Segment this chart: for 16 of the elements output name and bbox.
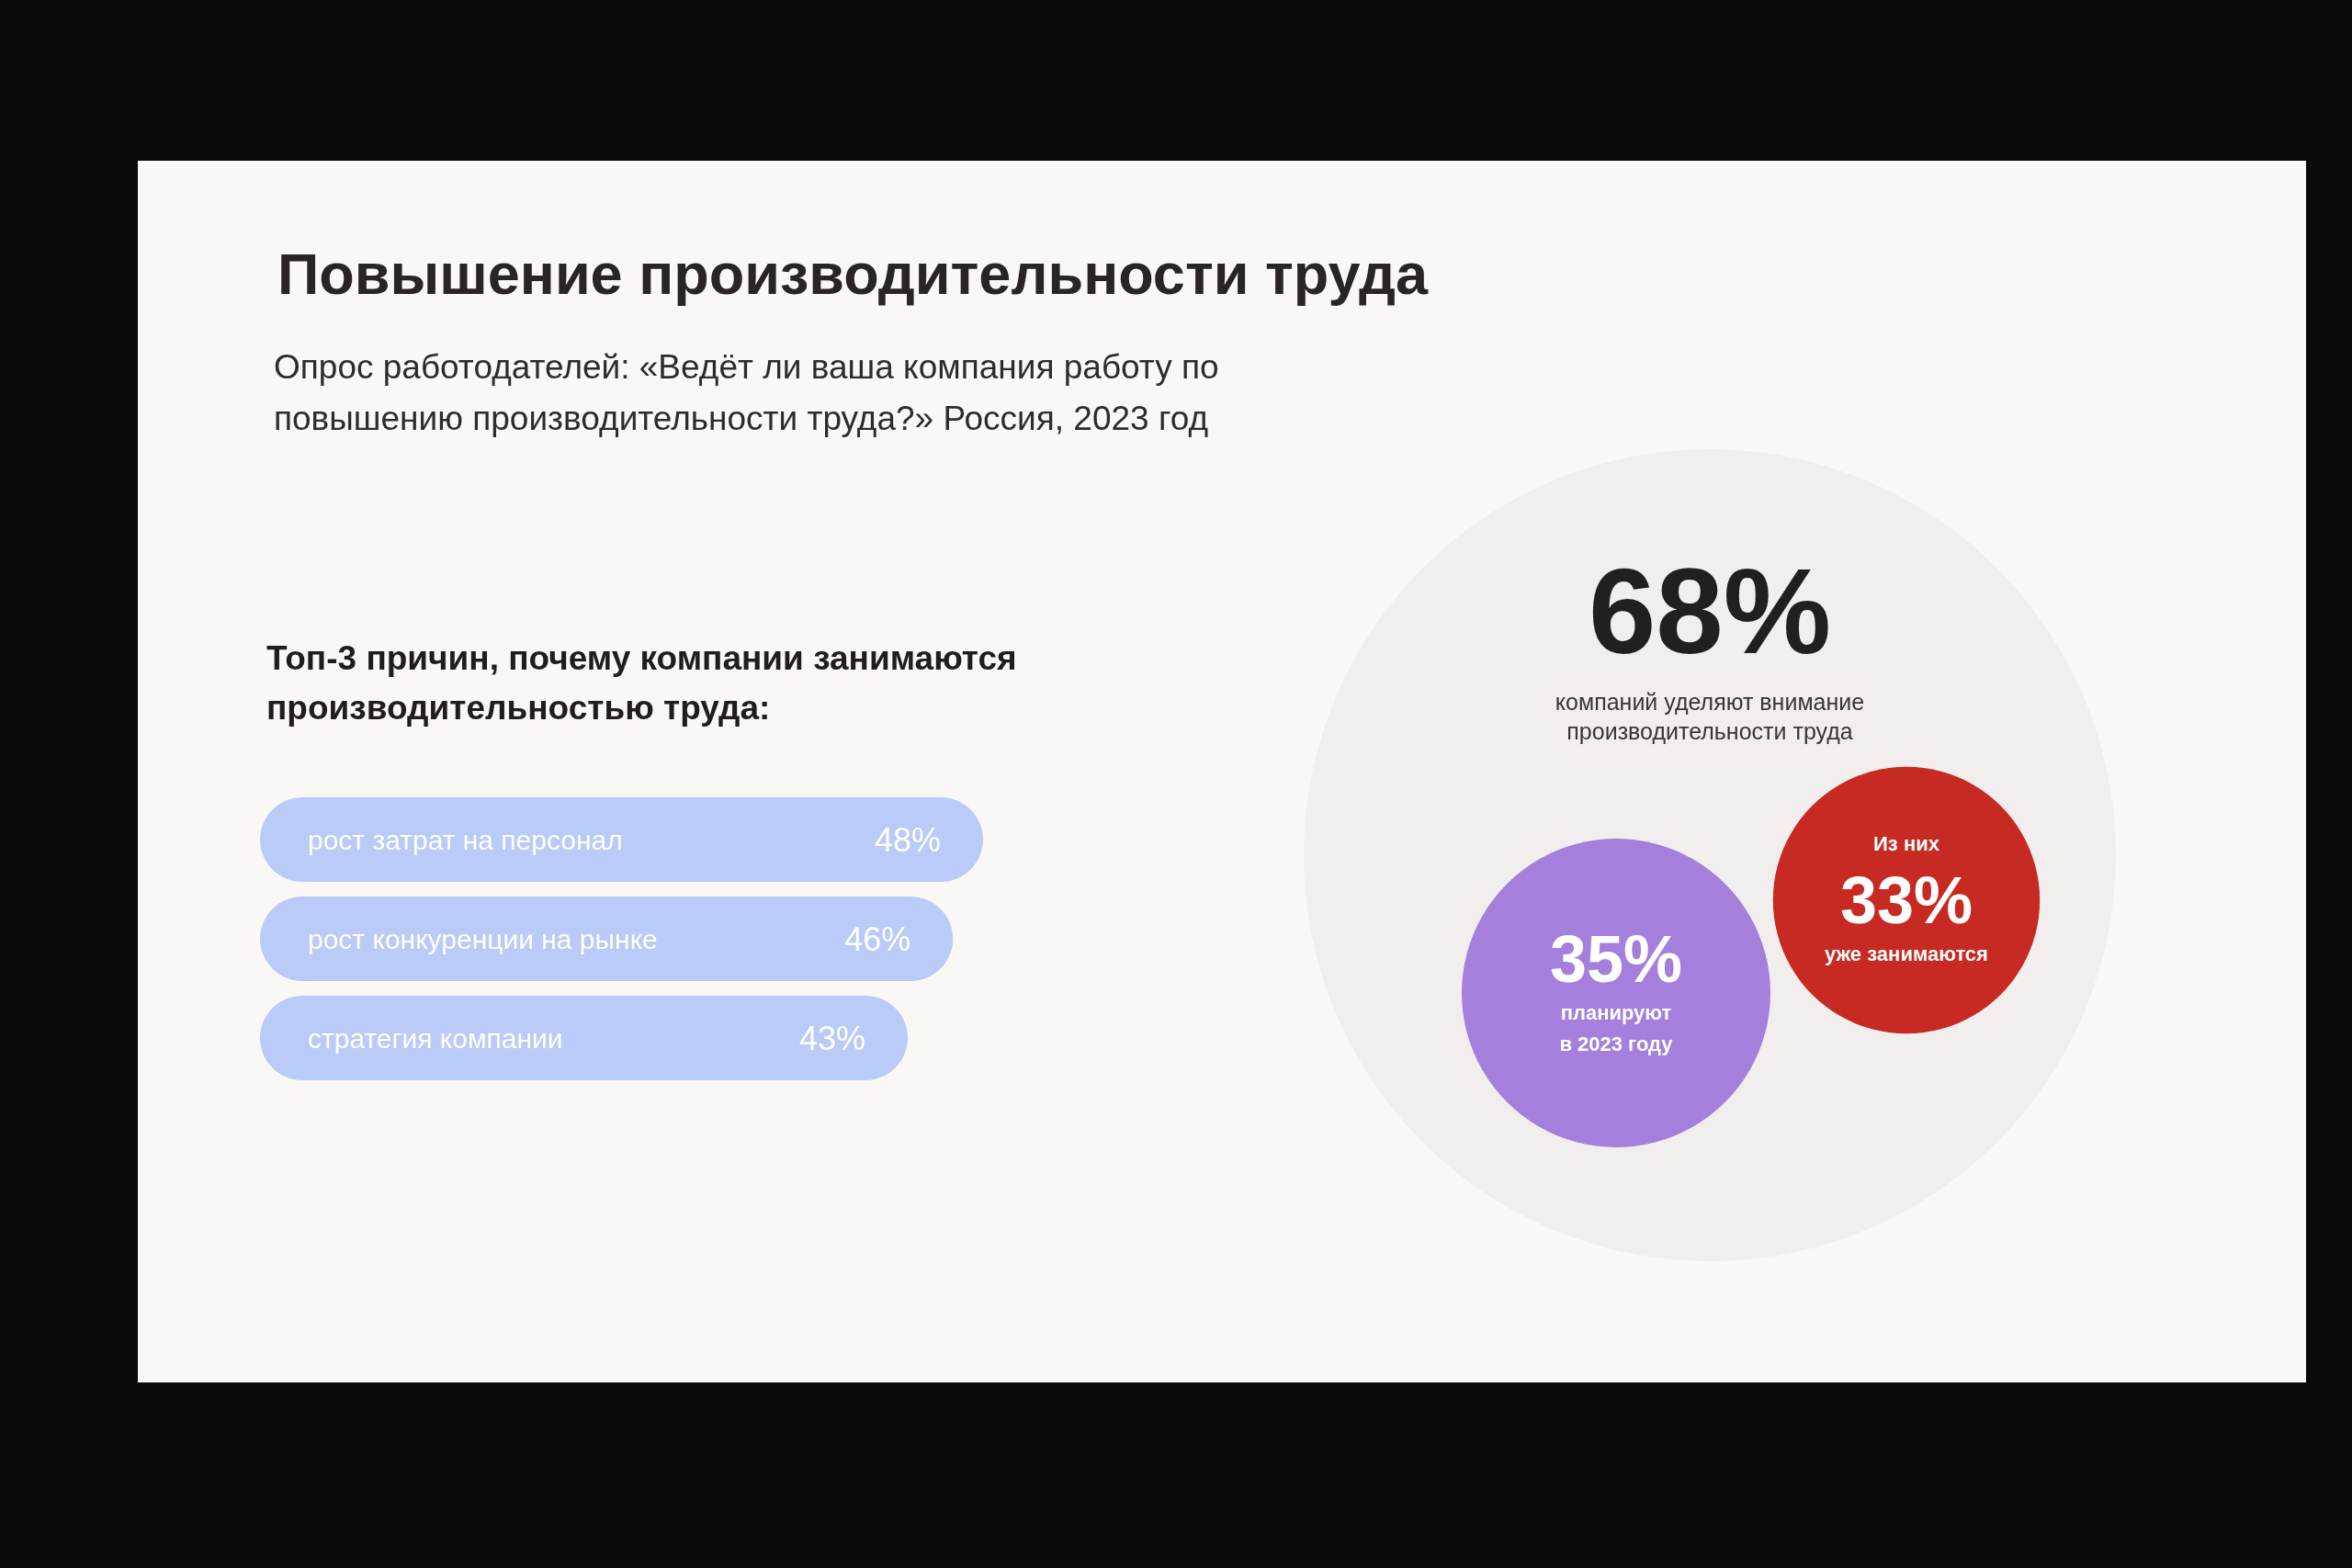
text: Топ-3 причин, почему компании занимаются производительностью труда: [266,638,1018,728]
chart-subtitle: Опрос работодателей: «Ведёт ли ваша компания работу по повышению производительности труда?» Россия, 2023 год [274,347,1220,439]
data-label: 43% [798,1019,866,1057]
y-tick-label: стратегия компании [308,1022,563,1054]
y-tick-label: рост конкуренции на рынке [308,923,658,954]
y-tick-label: рост затрат на персонал [308,824,623,855]
data-label: 48% [874,820,941,859]
data-label: 68% [1588,544,1832,679]
data-label: 33% [1839,863,1973,937]
data-label: 46% [844,919,911,958]
chart-title: Повышение производительности труда [277,241,1428,307]
category-label: компаний уделяют внимание производительности труда [1554,688,1866,746]
text: Из них [1873,831,1939,857]
category-label: уже занимаются [1825,942,1988,967]
category-label: планируют в 2023 году [1558,1000,1674,1057]
data-label: 35% [1549,922,1683,996]
